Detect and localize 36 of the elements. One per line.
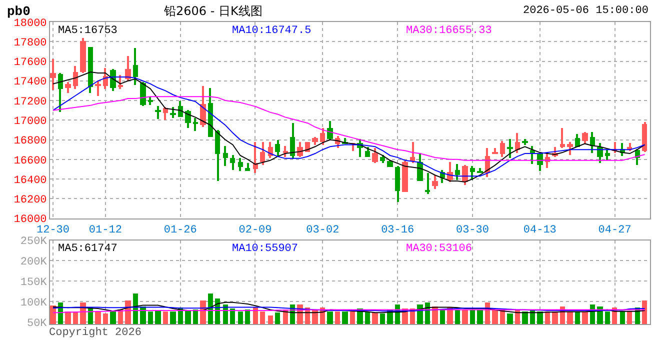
y-tick-label: 17800: [14, 37, 47, 50]
text: MA30:16655.33: [406, 25, 492, 37]
x-tick-label: 03-16: [381, 224, 414, 236]
y-tick-label: 16600: [14, 155, 47, 168]
text: MA5:61747: [58, 243, 118, 255]
x-tick-label: 12-30: [36, 224, 70, 236]
x-tick-label: 04-27: [598, 224, 632, 236]
x-tick-label: 03-30: [456, 224, 489, 236]
text: MA30:53106: [406, 243, 472, 255]
chart-title: pb0: [7, 4, 31, 19]
x-tick-label: 03-02: [306, 224, 340, 236]
y-tick-label: 16400: [14, 174, 47, 187]
x-tick-label: 02-09: [238, 224, 272, 236]
x-tick-label: 01-12: [88, 224, 122, 236]
y-tick-label: 16000: [14, 214, 47, 226]
text: MA10:55907: [232, 243, 298, 255]
text: Copyright 2026: [49, 327, 142, 339]
y-tick-label: 50K: [26, 318, 48, 330]
candlestick: [425, 173, 430, 194]
y-tick-label: 17400: [14, 76, 47, 89]
chart-subtitle: 铅2606 - 日K线图: [163, 4, 262, 18]
text: MA5:16753: [58, 25, 118, 37]
y-tick-label: 100K: [20, 297, 48, 310]
x-tick-label: 01-26: [164, 224, 197, 236]
y-tick-label: 16200: [14, 194, 47, 207]
y-tick-label: 200K: [20, 256, 48, 269]
y-tick-label: 150K: [20, 277, 48, 290]
y-tick-label: 17200: [14, 96, 47, 108]
y-tick-label: 16800: [14, 136, 47, 148]
text: MA10:16747.5: [232, 25, 312, 37]
text: 2026-05-06 15:00:00: [523, 5, 648, 17]
y-tick-label: 17600: [14, 57, 47, 70]
y-tick-label: 18000: [14, 18, 47, 30]
y-tick-label: 250K: [20, 236, 48, 248]
x-tick-label: 04-13: [523, 224, 556, 236]
y-tick-label: 17000: [14, 116, 47, 128]
